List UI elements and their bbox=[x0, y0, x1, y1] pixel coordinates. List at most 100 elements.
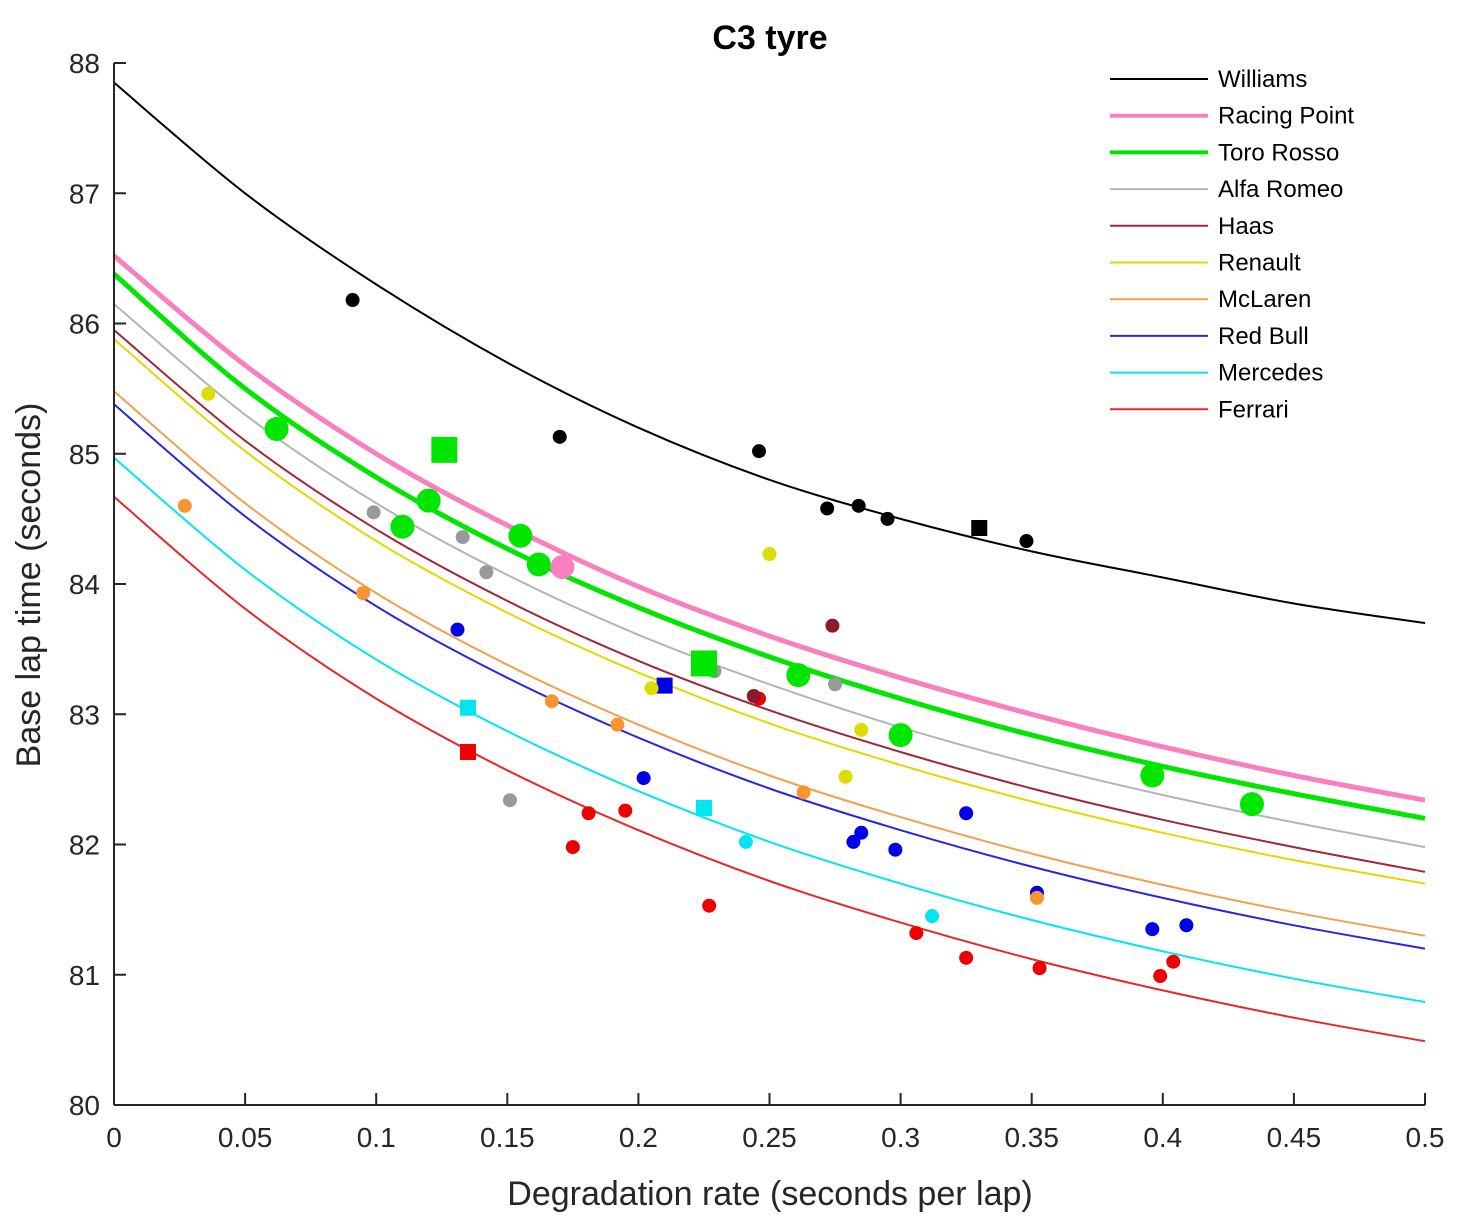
point-williams bbox=[1019, 534, 1034, 549]
legend-label-red-bull: Red Bull bbox=[1218, 323, 1309, 350]
series-line-mclaren bbox=[113, 390, 1426, 937]
y-tick-label: 88 bbox=[69, 48, 100, 79]
point-haas bbox=[746, 689, 761, 704]
point-renault bbox=[838, 769, 853, 784]
series-lines bbox=[112, 81, 1426, 1043]
series-line-mercedes bbox=[113, 456, 1426, 1004]
legend-label-toro-rosso: Toro Rosso bbox=[1218, 139, 1339, 166]
point-ferrari bbox=[618, 803, 633, 818]
big-point-toro-rosso bbox=[1140, 763, 1165, 788]
point-mercedes bbox=[738, 834, 753, 849]
point-renault bbox=[854, 722, 869, 737]
point-williams bbox=[752, 444, 767, 459]
x-tick-label: 0.4 bbox=[1143, 1122, 1182, 1153]
x-tick-label: 0.3 bbox=[881, 1122, 920, 1153]
big-point-toro-rosso bbox=[888, 723, 913, 748]
point-ferrari bbox=[702, 898, 717, 913]
point-alfa-romeo bbox=[366, 505, 381, 520]
big-point-toro-rosso bbox=[416, 488, 441, 513]
point-mclaren bbox=[610, 717, 625, 732]
point-williams bbox=[880, 511, 895, 526]
series-line-williams bbox=[113, 81, 1426, 625]
point-mclaren bbox=[1029, 890, 1044, 905]
point-ferrari bbox=[1032, 961, 1047, 976]
point-alfa-romeo bbox=[455, 530, 470, 545]
point-red-bull bbox=[450, 622, 465, 637]
point-williams bbox=[820, 501, 835, 516]
point-ferrari bbox=[959, 950, 974, 965]
point-ferrari bbox=[581, 806, 596, 821]
legend-label-mercedes: Mercedes bbox=[1218, 360, 1323, 387]
legend-label-racing-point: Racing Point bbox=[1218, 103, 1354, 130]
big-point-toro-rosso bbox=[390, 514, 415, 539]
y-tick-label: 81 bbox=[69, 960, 100, 991]
point-williams bbox=[552, 429, 567, 444]
legend: Williams Racing Point Toro Rosso Alfa Romeo… bbox=[1110, 66, 1354, 423]
series-line-toro-rosso bbox=[112, 272, 1426, 821]
point-renault bbox=[762, 547, 777, 562]
big-point-toro-rosso bbox=[264, 417, 289, 442]
series-line-haas bbox=[113, 329, 1426, 873]
point-red-bull bbox=[854, 825, 869, 840]
legend-label-renault: Renault bbox=[1218, 250, 1301, 277]
big-point-toro-rosso bbox=[786, 663, 811, 688]
point-red-bull bbox=[888, 842, 903, 857]
point-red-bull bbox=[1179, 918, 1194, 933]
big-point-toro-rosso bbox=[508, 523, 533, 548]
y-tick-label: 80 bbox=[69, 1090, 100, 1121]
series-line-renault bbox=[113, 338, 1426, 885]
y-tick-label: 82 bbox=[69, 830, 100, 861]
x-tick-label: 0.15 bbox=[480, 1122, 535, 1153]
x-axis-label: Degradation rate (seconds per lap) bbox=[507, 1175, 1032, 1213]
y-tick-label: 85 bbox=[69, 439, 100, 470]
square-point-mercedes bbox=[459, 699, 476, 716]
big-square-point-toro-rosso bbox=[431, 436, 458, 463]
x-tick-label: 0.1 bbox=[357, 1122, 396, 1153]
point-alfa-romeo bbox=[479, 565, 494, 580]
series-line-ferrari bbox=[113, 495, 1426, 1043]
point-alfa-romeo bbox=[828, 677, 843, 692]
legend-label-haas: Haas bbox=[1218, 213, 1274, 240]
point-mercedes bbox=[925, 909, 940, 924]
point-ferrari bbox=[1166, 954, 1181, 969]
big-square-point-toro-rosso bbox=[690, 650, 717, 677]
legend-label-mclaren: McLaren bbox=[1218, 286, 1311, 313]
point-mclaren bbox=[356, 586, 371, 601]
series-line-alfa-romeo bbox=[113, 303, 1426, 849]
x-tick-label: 0.2 bbox=[619, 1122, 658, 1153]
y-tick-label: 86 bbox=[69, 309, 100, 340]
point-red-bull bbox=[846, 834, 861, 849]
point-mclaren bbox=[544, 694, 559, 709]
x-tick-label: 0.45 bbox=[1267, 1122, 1322, 1153]
axes: 0 0.05 0.1 0.15 0.2 0.25 0.3 0.35 0.4 0.45 0.5 80 81… bbox=[69, 48, 1445, 1153]
x-tick-label: 0.35 bbox=[1004, 1122, 1059, 1153]
x-tick-label: 0.05 bbox=[218, 1122, 273, 1153]
data-points bbox=[177, 293, 1264, 984]
point-williams bbox=[345, 293, 360, 308]
square-point-red-bull bbox=[656, 677, 673, 694]
point-red-bull bbox=[959, 806, 974, 821]
big-point-toro-rosso bbox=[526, 552, 551, 577]
y-axis-label: Base lap time (seconds) bbox=[10, 403, 48, 768]
square-point-ferrari bbox=[459, 744, 476, 761]
point-ferrari bbox=[909, 926, 924, 941]
point-renault bbox=[201, 386, 216, 401]
series-line-red-bull bbox=[113, 403, 1426, 950]
y-tick-label: 84 bbox=[69, 569, 100, 600]
legend-label-alfa-romeo: Alfa Romeo bbox=[1218, 176, 1343, 203]
legend-label-ferrari: Ferrari bbox=[1218, 396, 1289, 423]
y-tick-label: 83 bbox=[69, 699, 100, 730]
point-red-bull bbox=[1145, 922, 1160, 937]
series-line-racing-point bbox=[112, 253, 1426, 803]
square-point-mercedes bbox=[695, 800, 712, 817]
big-point-toro-rosso bbox=[1239, 792, 1264, 817]
big-point-racing-point bbox=[550, 555, 575, 580]
y-tick-label: 87 bbox=[69, 178, 100, 209]
point-williams bbox=[851, 498, 866, 513]
point-red-bull bbox=[636, 771, 651, 786]
square-point-williams bbox=[971, 519, 988, 536]
point-alfa-romeo bbox=[502, 793, 517, 808]
x-tick-label: 0 bbox=[106, 1122, 122, 1153]
point-mclaren bbox=[177, 498, 192, 513]
